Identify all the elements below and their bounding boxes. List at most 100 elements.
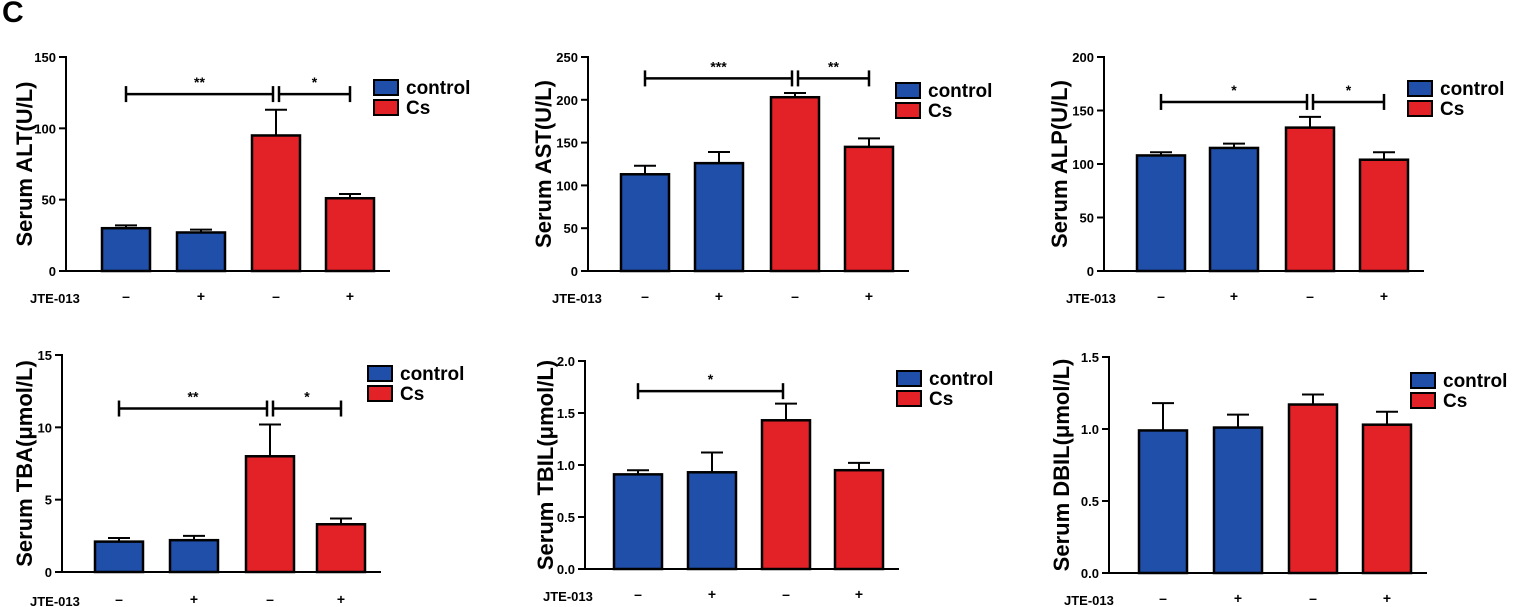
treatment-mark: + (855, 586, 863, 602)
treatment-label: JTE-013 (30, 594, 80, 607)
y-tick-label: 200 (556, 93, 578, 108)
legend-label: Cs (929, 389, 953, 410)
y-tick-label: 0.5 (1081, 494, 1099, 509)
treatment-label: JTE-013 (552, 291, 602, 306)
legend-label: Cs (1443, 391, 1467, 412)
panel-label: C (2, 0, 24, 29)
legend-label: control (929, 369, 993, 390)
y-tick-label: 0.0 (1081, 566, 1099, 581)
y-tick-label: 0.0 (557, 562, 575, 577)
y-tick-label: 50 (42, 193, 56, 208)
legend-swatch-control (1410, 372, 1436, 389)
treatment-mark: + (197, 288, 205, 304)
legend-swatch-control (367, 365, 393, 382)
y-tick-label: 100 (1072, 157, 1094, 172)
bar (1284, 126, 1336, 273)
bar (1208, 146, 1260, 273)
treatment-mark: – (115, 591, 123, 607)
bar (760, 419, 812, 571)
y-tick-label: 50 (564, 221, 578, 236)
legend-label: control (1440, 79, 1504, 100)
bar (1212, 426, 1264, 575)
bar (1361, 423, 1413, 575)
treatment-label: JTE-013 (543, 589, 593, 604)
treatment-mark: + (1234, 590, 1242, 606)
y-axis-label: Serum ALT(U/L) (12, 82, 37, 247)
treatment-label: JTE-013 (1066, 291, 1116, 306)
legend-swatch-control (373, 79, 399, 96)
significance-label: * (312, 74, 318, 90)
legend-swatch-cs (1410, 392, 1436, 409)
legend-label: Cs (400, 384, 424, 405)
treatment-mark: – (266, 591, 274, 607)
treatment-label: JTE-013 (1064, 593, 1114, 607)
legend-label: Cs (928, 101, 952, 122)
treatment-label: JTE-013 (30, 291, 80, 306)
y-tick-label: 0.5 (557, 510, 575, 525)
legend-swatch-cs (895, 102, 921, 119)
chart-6: 0.0 0.5 1.0 1.5 Serum DBIL(μmol/L) JTE-013 – + –… (1049, 350, 1508, 607)
treatment-mark: – (122, 288, 130, 304)
treatment-mark: + (1383, 590, 1391, 606)
bar (1358, 158, 1410, 273)
y-tick-label: 200 (1072, 50, 1094, 65)
y-tick-label: 0 (45, 565, 52, 580)
bar (686, 471, 738, 571)
legend-label: Cs (406, 98, 430, 119)
y-tick-label: 150 (34, 50, 56, 65)
legend-label: control (400, 364, 464, 385)
legend-swatch-cs (373, 99, 399, 116)
treatment-mark: + (865, 288, 873, 304)
y-tick-label: 2.0 (557, 354, 575, 369)
bar (833, 468, 885, 571)
significance-label: *** (710, 58, 727, 74)
y-tick-label: 0 (571, 264, 578, 279)
y-axis-label: Serum AST(U/L) (531, 80, 556, 248)
treatment-mark: – (782, 586, 790, 602)
bar (843, 145, 895, 273)
bar (612, 473, 664, 571)
significance-label: ** (828, 58, 839, 74)
bar (1137, 429, 1189, 575)
legend-label: control (928, 81, 992, 102)
bar (315, 523, 367, 574)
y-tick-label: 1.0 (1081, 422, 1099, 437)
treatment-mark: + (708, 586, 716, 602)
legend-swatch-control (895, 82, 921, 99)
legend-label: Cs (1440, 99, 1464, 120)
treatment-mark: + (1380, 288, 1388, 304)
y-tick-label: 250 (556, 50, 578, 65)
significance-label: ** (194, 74, 205, 90)
bar (693, 161, 745, 273)
legend-swatch-control (1407, 80, 1433, 97)
y-axis-label: Serum ALP(U/L) (1047, 80, 1072, 248)
y-tick-label: 1.5 (1081, 350, 1099, 365)
bar (100, 226, 152, 273)
bar (93, 540, 145, 574)
treatment-mark: – (1309, 590, 1317, 606)
treatment-mark: + (1230, 288, 1238, 304)
significance-label: * (1231, 82, 1237, 98)
y-tick-label: 150 (1072, 104, 1094, 119)
legend-swatch-cs (1407, 100, 1433, 117)
treatment-mark: + (715, 288, 723, 304)
y-tick-label: 50 (1080, 211, 1094, 226)
y-tick-label: 10 (38, 420, 52, 435)
bar (1287, 403, 1339, 575)
bar (175, 231, 227, 273)
treatment-mark: – (791, 288, 799, 304)
bar (244, 455, 296, 574)
significance-label: * (708, 371, 714, 387)
bar (168, 538, 220, 574)
y-tick-label: 15 (38, 348, 52, 363)
y-tick-label: 100 (556, 178, 578, 193)
bar (619, 173, 671, 273)
y-axis-label: Serum TBIL(μmol/L) (533, 360, 558, 570)
y-axis-label: Serum TBA(μmol/L) (12, 360, 37, 567)
y-tick-label: 0 (49, 264, 56, 279)
legend-swatch-cs (896, 390, 922, 407)
